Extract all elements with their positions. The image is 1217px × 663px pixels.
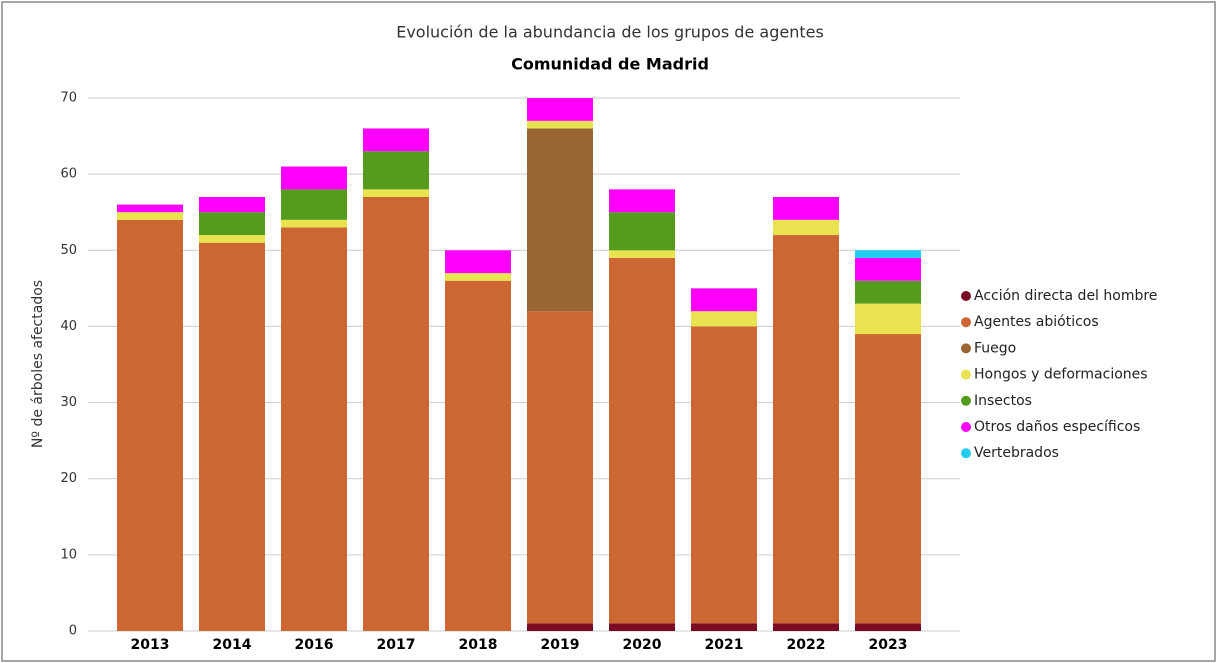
bar-segment: [117, 212, 183, 220]
bar-segment: [363, 196, 429, 631]
bar-segment: [691, 288, 757, 312]
legend-marker: [961, 395, 971, 406]
bar-segment: [855, 623, 921, 631]
legend-label: Otros daños específicos: [974, 419, 1140, 435]
bar-segment: [117, 219, 183, 632]
bar-segment: [773, 235, 839, 624]
bar-segment: [117, 204, 183, 213]
legend-label: Agentes abióticos: [974, 314, 1099, 330]
bar-segment: [609, 623, 675, 631]
x-tick-label: 2019: [541, 637, 580, 653]
bar-segment: [773, 196, 839, 220]
x-tick-label: 2016: [295, 637, 334, 653]
y-tick-label: 40: [60, 319, 77, 334]
bar-segment: [609, 257, 675, 624]
bar-segment: [855, 257, 921, 281]
bar-segment: [773, 219, 839, 236]
y-tick-label: 0: [69, 624, 77, 639]
y-tick-label: 30: [60, 395, 77, 410]
legend-marker: [961, 422, 971, 432]
bar-segment: [609, 189, 675, 213]
y-tick-label: 60: [60, 167, 77, 182]
bar-segment: [363, 151, 429, 190]
bar-segment: [855, 303, 921, 335]
x-tick-label: 2017: [377, 637, 416, 653]
x-tick-label: 2014: [213, 637, 252, 653]
bar-segment: [281, 189, 347, 220]
bar-segment: [199, 235, 265, 243]
bar-segment: [445, 250, 511, 274]
legend-label: Vertebrados: [974, 445, 1059, 461]
legend-label: Hongos y deformaciones: [974, 367, 1148, 383]
bar-segment: [855, 250, 921, 258]
bar-segment: [855, 280, 921, 304]
x-tick-label: 2020: [623, 637, 662, 653]
bar-segment: [691, 623, 757, 631]
x-tick-label: 2023: [869, 637, 908, 653]
legend-marker: [961, 343, 971, 354]
bar-segment: [691, 326, 757, 624]
bar-segment: [609, 250, 675, 258]
x-tick-label: 2013: [131, 637, 170, 653]
bar-segment: [527, 98, 593, 121]
x-tick-label: 2018: [459, 637, 498, 653]
bar-segment: [363, 189, 429, 197]
bar-segment: [609, 212, 675, 251]
y-tick-label: 70: [60, 91, 77, 106]
bar-segment: [445, 273, 511, 281]
x-tick-label: 2021: [705, 637, 744, 653]
bar-segment: [281, 166, 347, 190]
bar-segment: [527, 120, 593, 129]
bar-segment: [199, 212, 265, 236]
bar-segment: [527, 311, 593, 624]
bar-segment: [855, 334, 921, 624]
y-tick-label: 10: [60, 547, 77, 562]
bar-segment: [773, 623, 839, 631]
legend-marker: [961, 317, 971, 328]
bar-segment: [199, 242, 265, 631]
chart-subtitle: Comunidad de Madrid: [511, 55, 709, 74]
y-tick-label: 20: [60, 471, 77, 486]
bar-segment: [281, 219, 347, 228]
bar-segment: [445, 280, 511, 631]
bar-segment: [691, 311, 757, 327]
bar-segment: [281, 227, 347, 631]
legend-label: Acción directa del hombre: [974, 288, 1157, 304]
y-axis-label: Nº de árboles afectados: [30, 280, 46, 448]
y-tick-label: 50: [60, 243, 77, 258]
legend-marker: [961, 291, 971, 301]
chart-title: Evolución de la abundancia de los grupos…: [396, 23, 824, 42]
legend-label: Insectos: [974, 393, 1032, 409]
bar-segment: [199, 196, 265, 213]
legend-marker: [961, 448, 971, 459]
bar-segment: [527, 623, 593, 631]
bar-segment: [527, 128, 593, 312]
x-tick-label: 2022: [787, 637, 826, 653]
legend-label: Fuego: [974, 340, 1016, 356]
bar-segment: [363, 128, 429, 152]
legend-marker: [961, 369, 971, 380]
